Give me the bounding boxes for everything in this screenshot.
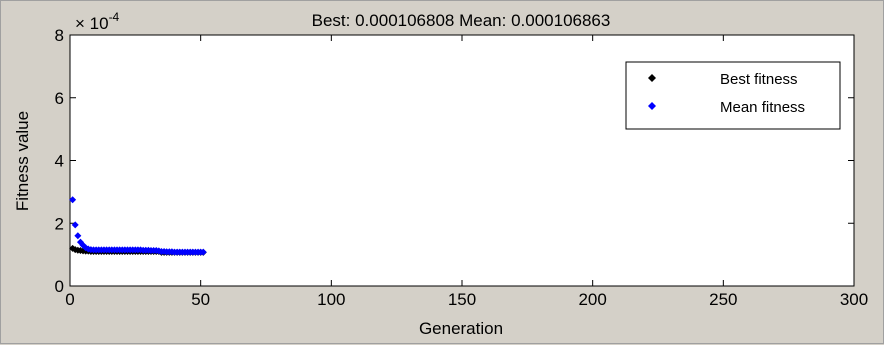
- axis-ticks: 0 50 100 150 200 250 300 0 2 4 6 8: [55, 26, 869, 309]
- y-tick-label: 2: [55, 214, 64, 233]
- data-markers: [69, 196, 207, 256]
- y-exponent-label: × 10-4: [75, 10, 120, 33]
- mean-fitness-point: [69, 196, 77, 204]
- y-tick-label: 0: [55, 277, 64, 296]
- y-tick-label: 8: [55, 26, 64, 45]
- x-tick-label: 100: [317, 290, 345, 309]
- x-tick-label: 300: [840, 290, 868, 309]
- mean-fitness-point: [199, 248, 207, 256]
- legend-label-mean: Mean fitness: [720, 99, 805, 116]
- y-tick-label: 6: [55, 89, 64, 108]
- y-axis-label: Fitness value: [13, 111, 32, 211]
- mean-fitness-point: [74, 232, 82, 240]
- y-exponent-base: × 10: [75, 14, 109, 33]
- x-tick-label: 0: [65, 290, 74, 309]
- x-tick-label: 150: [448, 290, 476, 309]
- y-exponent-power: -4: [109, 10, 120, 24]
- legend-box: [625, 61, 841, 130]
- legend: Best fitness Mean fitness: [625, 61, 841, 130]
- legend-label-best: Best fitness: [720, 71, 798, 88]
- chart-title: Best: 0.000106808 Mean: 0.000106863: [312, 11, 611, 30]
- y-tick-label: 4: [55, 152, 64, 171]
- legend-marker-best: [648, 74, 656, 82]
- x-tick-label: 50: [191, 290, 210, 309]
- x-tick-label: 200: [578, 290, 606, 309]
- x-axis-label: Generation: [419, 319, 503, 338]
- legend-marker-mean: [648, 102, 656, 110]
- x-tick-label: 250: [709, 290, 737, 309]
- mean-fitness-point: [71, 221, 79, 229]
